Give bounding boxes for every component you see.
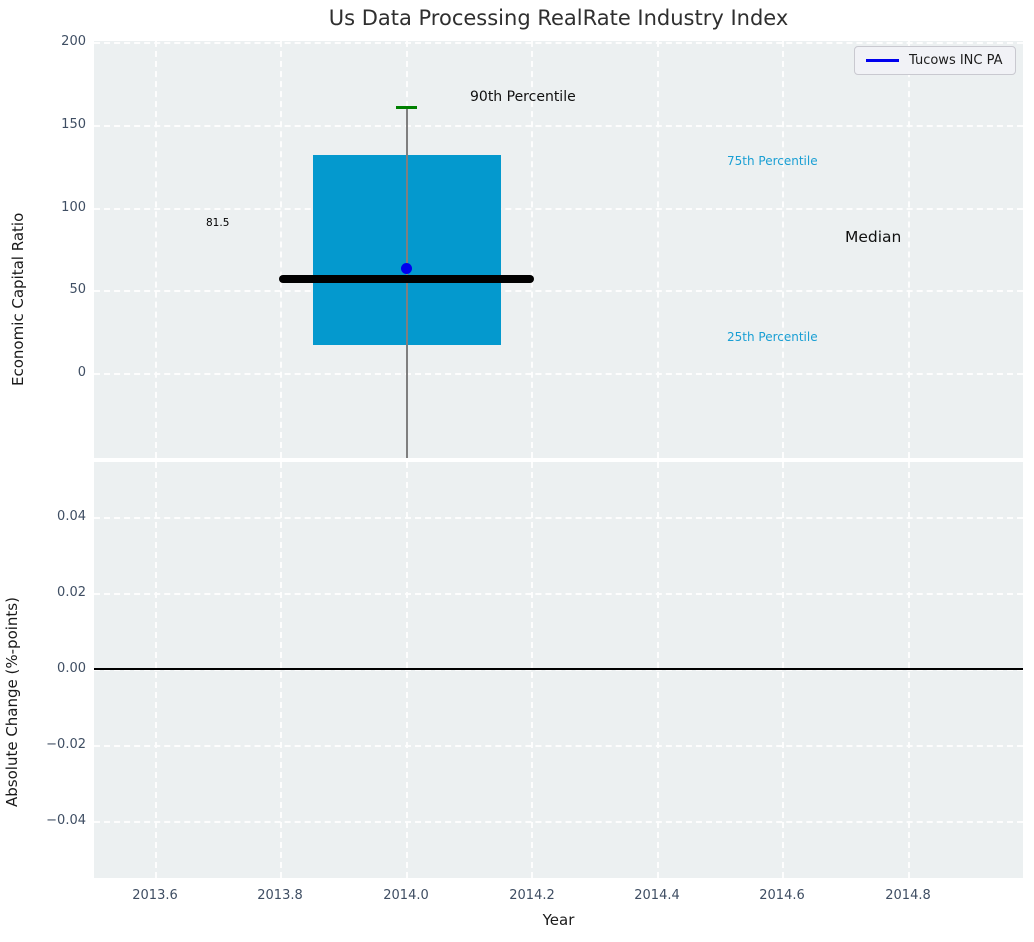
gridline <box>94 821 1023 823</box>
gridline <box>908 41 910 458</box>
gridline <box>155 462 157 878</box>
company-data-point <box>401 263 412 274</box>
gridline <box>94 290 1023 292</box>
ytick-label: 100 <box>61 200 86 215</box>
gridline <box>94 125 1023 127</box>
gridline <box>531 462 533 878</box>
median-value-label: 81.5 <box>206 217 230 229</box>
gridline <box>406 462 408 878</box>
x-axis-label: Year <box>542 911 575 929</box>
bottom-axes <box>94 462 1023 878</box>
gridline <box>657 462 659 878</box>
zero-baseline <box>94 668 1023 670</box>
gridline <box>657 41 659 458</box>
gridline <box>531 41 533 458</box>
gridline <box>94 42 1023 44</box>
xtick-label: 2014.6 <box>759 888 805 903</box>
ytick-label: 0.04 <box>57 509 86 524</box>
gridline <box>94 669 1023 671</box>
top-y-axis-label: Economic Capital Ratio <box>9 212 27 386</box>
legend: Tucows INC PA <box>854 46 1016 75</box>
ytick-label: 150 <box>61 117 86 132</box>
xtick-label: 2014.8 <box>885 888 931 903</box>
chart-title: Us Data Processing RealRate Industry Ind… <box>328 6 789 30</box>
annotation-90th-percentile: 90th Percentile <box>470 89 576 105</box>
gridline <box>94 745 1023 747</box>
whisker-cap-90th <box>396 106 417 109</box>
gridline <box>94 208 1023 210</box>
xtick-label: 2013.6 <box>132 888 178 903</box>
ytick-label: −0.04 <box>46 813 86 828</box>
gridline <box>94 517 1023 519</box>
ytick-label: 0.00 <box>57 661 86 676</box>
annotation-75th-percentile: 75th Percentile <box>727 154 818 168</box>
top-axes: 81.5 90th Percentile 75th Percentile 25t… <box>94 41 1023 458</box>
xtick-label: 2014.4 <box>634 888 680 903</box>
bottom-y-axis-label: Absolute Change (%-points) <box>3 597 21 807</box>
gridline <box>94 593 1023 595</box>
annotation-25th-percentile: 25th Percentile <box>727 330 818 344</box>
xtick-label: 2014.2 <box>509 888 555 903</box>
annotation-median: Median <box>845 228 902 246</box>
gridline <box>782 462 784 878</box>
legend-line-swatch-icon <box>866 59 899 62</box>
gridline <box>908 462 910 878</box>
xtick-label: 2014.0 <box>383 888 429 903</box>
ytick-label: −0.02 <box>46 737 86 752</box>
ytick-label: 0.02 <box>57 585 86 600</box>
gridline <box>94 373 1023 375</box>
legend-entry-label: Tucows INC PA <box>909 53 1003 68</box>
xtick-label: 2013.8 <box>257 888 303 903</box>
gridline <box>782 41 784 458</box>
gridline <box>155 41 157 458</box>
gridline <box>280 462 282 878</box>
ytick-label: 200 <box>61 34 86 49</box>
gridline <box>280 41 282 458</box>
median-line <box>279 275 534 283</box>
ytick-label: 50 <box>69 282 86 297</box>
ytick-label: 0 <box>77 365 86 380</box>
